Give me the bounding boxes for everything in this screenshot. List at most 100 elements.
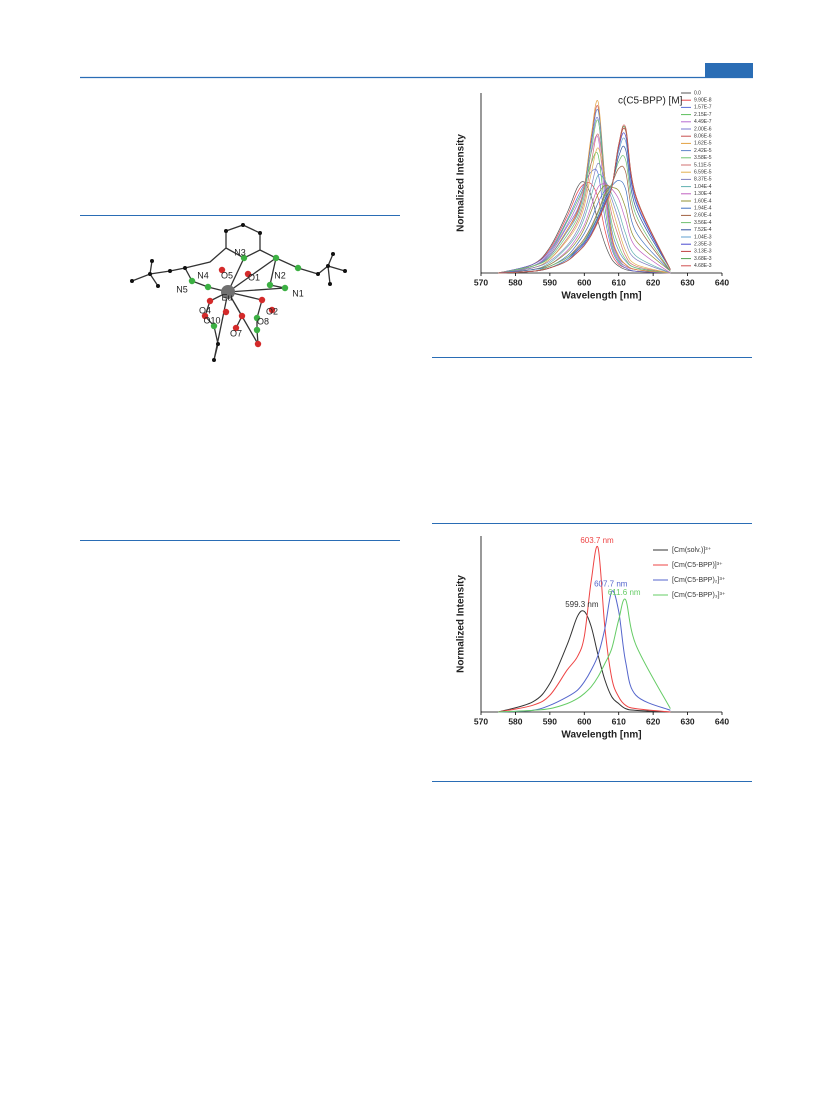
peak-annotation: 611.6 nm [608, 588, 641, 597]
atom [266, 281, 274, 289]
atom-label: N4 [197, 270, 209, 280]
atom-label: O5 [221, 270, 233, 280]
atom [331, 252, 335, 256]
atom [268, 306, 276, 314]
series-line [498, 590, 671, 713]
atom [206, 297, 214, 305]
x-tick-label: 610 [612, 277, 626, 287]
bond [184, 224, 261, 269]
atom [210, 322, 218, 330]
atom [294, 264, 302, 272]
series-line [498, 155, 671, 274]
atom-label: O4 [199, 305, 211, 315]
peak-annotation: 607.7 nm [594, 580, 628, 589]
x-tick-label: 620 [646, 277, 660, 287]
legend-label: 4.49E-7 [694, 119, 712, 125]
legend-label: 1.30E-4 [694, 191, 712, 197]
legend-label: 3.68E-3 [694, 256, 712, 262]
atom-label: O8 [257, 316, 269, 326]
series-line [498, 133, 671, 274]
atom-label: Eu [221, 292, 232, 302]
legend-label: [Cm(C5-BPP)₂]³⁺ [672, 577, 726, 584]
header-tab [705, 63, 753, 77]
atom-label: O1 [248, 272, 260, 282]
legend-label: [Cm(C5-BPP)]³⁺ [672, 562, 723, 569]
peak-annotation: 599.3 nm [565, 600, 599, 609]
x-tick-label: 600 [577, 716, 591, 726]
legend-label: 1.04E-4 [694, 184, 712, 190]
legend-label: 8.06E-6 [694, 134, 712, 140]
atom [258, 296, 266, 304]
series-line [498, 119, 671, 274]
series-line [498, 598, 671, 713]
legend-label: 8.37E-5 [694, 177, 712, 183]
atom [150, 259, 154, 263]
legend-label: 4.68E-3 [694, 263, 712, 269]
atom [148, 272, 152, 276]
series-line [498, 181, 671, 274]
legend-label: 1.57E-7 [694, 105, 712, 111]
legend-label: 2.60E-4 [694, 213, 712, 219]
legend-label: 6.59E-5 [694, 170, 712, 176]
x-tick-label: 600 [577, 277, 591, 287]
atoms [130, 223, 347, 362]
atom [183, 266, 187, 270]
atom [204, 283, 212, 291]
legend-label: 1.62E-5 [694, 141, 712, 147]
atom [240, 254, 248, 262]
atom [212, 358, 216, 362]
atom-labels: N3 N4 O5 O1 N2 N5 Eu N1 O4 O2 O10 O8 O7 [176, 247, 304, 338]
atom [218, 266, 226, 274]
legend-label: 2.15E-7 [694, 112, 712, 118]
series-line [498, 124, 671, 274]
x-tick-label: 640 [715, 277, 729, 287]
atom-label: O10 [203, 315, 220, 325]
molecule [131, 224, 346, 361]
series-line [498, 545, 671, 713]
legend-label: 1.04E-3 [694, 234, 712, 240]
series-line [498, 135, 671, 274]
legend-label: 7.52E-4 [694, 227, 712, 233]
legend-label: 2.00E-6 [694, 126, 712, 132]
atom [281, 284, 289, 292]
legend-label: [Cm(C5-BPP)₃]³⁺ [672, 592, 726, 599]
atom-label: O2 [266, 306, 278, 316]
atom-label: N1 [292, 288, 304, 298]
atom [216, 342, 220, 346]
x-tick-label: 640 [715, 716, 729, 726]
series-line [498, 108, 671, 274]
legend-label: 0.0 [694, 90, 701, 96]
atom [238, 312, 246, 320]
legend-label: 5.11E-5 [694, 162, 711, 168]
y-axis-label: Normalized Intensity [456, 575, 467, 673]
series-line [498, 100, 671, 274]
legend-label: 2.35E-3 [694, 242, 712, 248]
x-tick-label: 580 [508, 277, 522, 287]
atom [156, 284, 160, 288]
atom [130, 279, 134, 283]
y-axis-label: Normalized Intensity [456, 134, 467, 232]
legend-label: 3.13E-3 [694, 249, 712, 255]
atom [244, 270, 252, 278]
series-line [498, 162, 671, 274]
atom [272, 254, 280, 262]
atom [328, 282, 332, 286]
atom [201, 312, 209, 320]
legend-label: 3.56E-4 [694, 220, 712, 226]
x-tick-label: 630 [680, 716, 694, 726]
legend-label: [Cm(solv.)]³⁺ [672, 547, 712, 554]
atom [241, 223, 245, 227]
legend-label: 1.94E-4 [694, 206, 712, 212]
atom-label: O7 [230, 328, 242, 338]
series-line [498, 184, 671, 274]
legend-title: c(C5-BPP) [M] [618, 96, 683, 107]
series-line [498, 168, 671, 274]
atom [232, 324, 240, 332]
legend-label: 1.60E-4 [694, 198, 712, 204]
x-tick-label: 630 [680, 277, 694, 287]
x-tick-label: 580 [508, 716, 522, 726]
atom [326, 264, 330, 268]
x-tick-label: 570 [474, 277, 488, 287]
x-tick-label: 620 [646, 716, 660, 726]
